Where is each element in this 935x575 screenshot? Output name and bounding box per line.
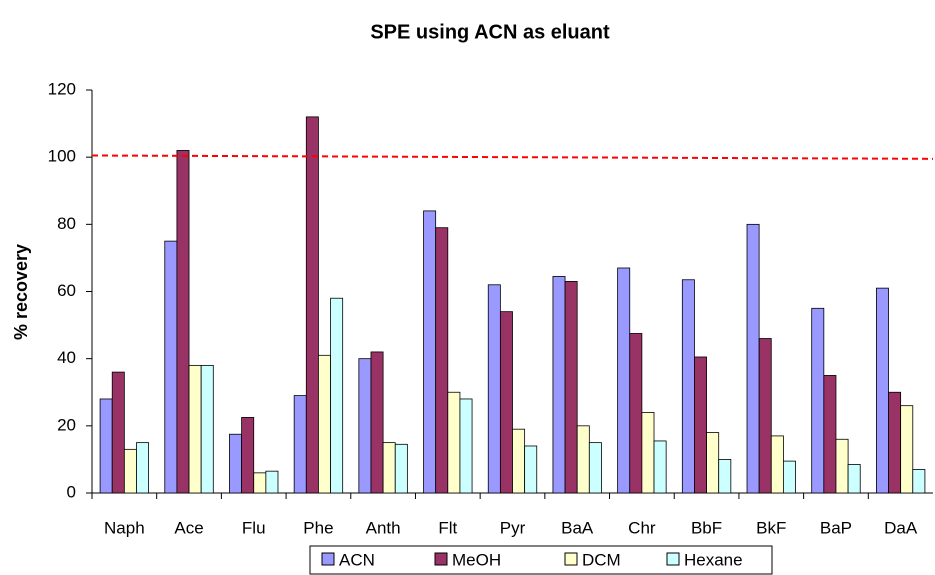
bar	[694, 356, 707, 494]
bar	[888, 391, 902, 494]
x-tick-label: Flt	[438, 518, 457, 537]
legend-label: DCM	[582, 550, 621, 569]
x-tick-label: DaA	[884, 518, 918, 537]
bar	[382, 442, 396, 494]
x-tick-label: BaP	[820, 518, 852, 537]
x-tick-label: BbF	[691, 518, 722, 537]
bar	[265, 470, 279, 494]
x-tick-label: Pyr	[500, 518, 526, 537]
bar	[629, 333, 643, 494]
bar	[875, 287, 889, 494]
bar	[512, 428, 526, 494]
legend-label: Hexane	[684, 550, 743, 569]
legend-box	[309, 545, 773, 575]
y-tick-label: 60	[57, 281, 76, 300]
bar	[718, 459, 732, 494]
bar	[770, 435, 784, 494]
x-tick-label: Ace	[174, 518, 203, 537]
bar	[782, 460, 796, 494]
bar	[164, 240, 178, 494]
bar	[176, 150, 190, 494]
bar	[758, 338, 772, 494]
bar	[552, 275, 566, 494]
bar	[847, 464, 861, 494]
bar	[123, 448, 137, 494]
bar	[241, 417, 255, 494]
x-tick-label: Flu	[242, 518, 266, 537]
x-tick-label: Phe	[303, 518, 333, 537]
legend-label: MeOH	[452, 550, 501, 569]
bar	[835, 438, 849, 494]
legend-swatch	[321, 552, 335, 566]
bar	[487, 284, 501, 494]
bar	[423, 210, 437, 494]
bar	[653, 440, 667, 494]
bar	[811, 307, 825, 494]
bar	[188, 364, 202, 494]
bar	[912, 469, 926, 494]
bar	[229, 433, 243, 494]
bar	[706, 432, 720, 494]
x-tick-label: Chr	[628, 518, 656, 537]
bar	[823, 375, 837, 494]
bar	[435, 227, 449, 494]
bar	[499, 311, 513, 494]
bar	[99, 398, 113, 494]
y-tick-label: 20	[57, 415, 76, 434]
legend-label: ACN	[339, 550, 375, 569]
bar	[394, 443, 408, 494]
bar	[111, 371, 125, 494]
bar	[330, 297, 344, 494]
bar	[900, 405, 914, 494]
bar	[305, 116, 319, 494]
legend-swatch	[666, 552, 680, 566]
bar	[253, 472, 267, 494]
legend-swatch	[434, 552, 448, 566]
bar	[459, 398, 473, 494]
bar	[447, 391, 461, 494]
bar	[293, 395, 307, 494]
x-tick-label: Naph	[104, 518, 145, 537]
chart-title: SPE using ACN as eluant	[370, 21, 610, 43]
bar	[617, 267, 631, 494]
y-tick-label: 120	[48, 79, 76, 98]
legend-swatch	[564, 552, 578, 566]
y-tick-label: 80	[57, 214, 76, 233]
reference-line	[91, 154, 934, 160]
y-axis-label: % recovery	[11, 244, 31, 340]
bar	[358, 358, 372, 494]
y-tick-label: 0	[67, 482, 76, 501]
y-tick-label: 100	[48, 147, 76, 166]
bar	[588, 442, 602, 494]
y-tick-label: 40	[57, 348, 76, 367]
bar	[136, 442, 150, 494]
bar	[318, 354, 331, 494]
bar	[524, 445, 538, 494]
x-tick-label: BaA	[561, 518, 594, 537]
bar	[564, 281, 578, 494]
bar	[681, 279, 695, 494]
bar	[746, 223, 760, 494]
x-tick-label: Anth	[366, 518, 401, 537]
bar	[370, 351, 384, 494]
bar	[641, 411, 655, 494]
bar	[576, 425, 590, 494]
bar	[200, 364, 214, 494]
x-tick-label: BkF	[756, 518, 786, 537]
